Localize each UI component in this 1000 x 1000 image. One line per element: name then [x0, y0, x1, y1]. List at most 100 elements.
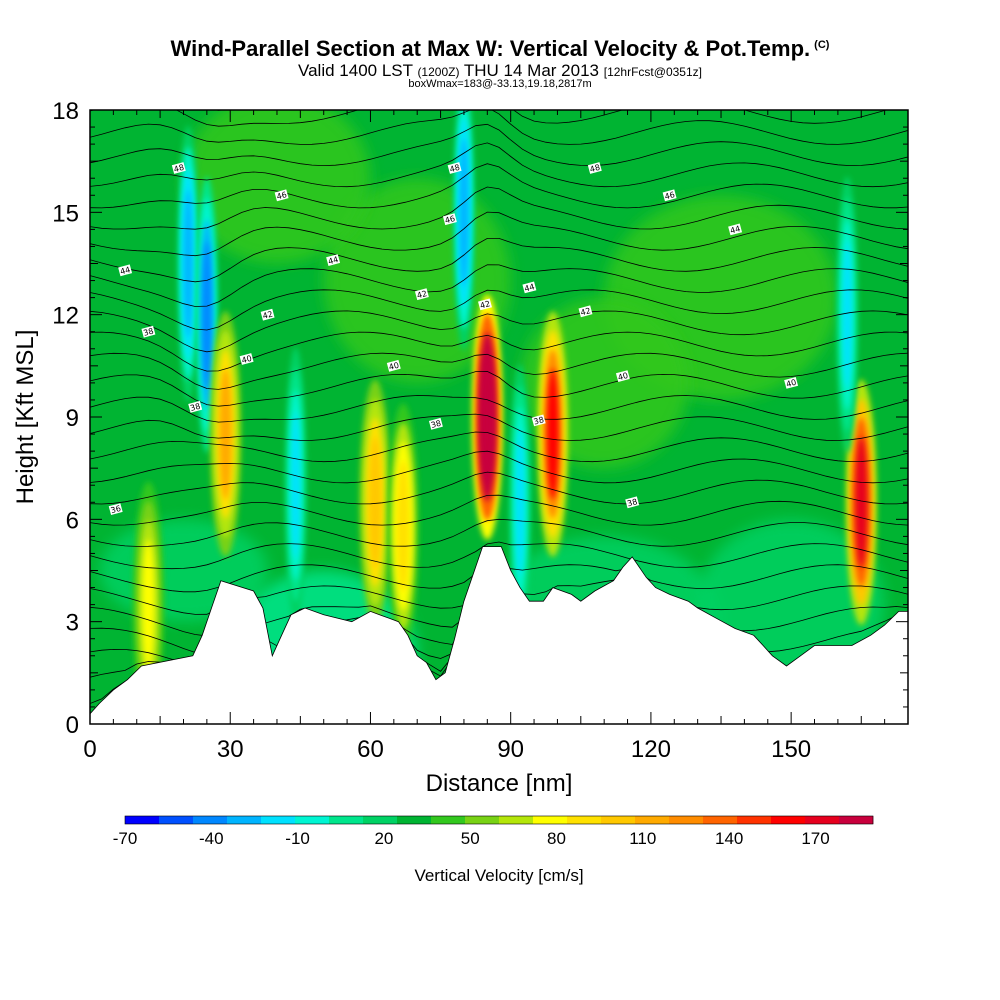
isentrope-label-bg — [728, 223, 743, 236]
colorbar-tick-label: 20 — [374, 829, 393, 848]
updraft-cell — [855, 436, 868, 568]
isentrope-label: 42 — [578, 305, 593, 318]
isentrope-line — [90, 518, 908, 547]
updraft-cell — [546, 368, 559, 500]
isentrope-label-text: 38 — [533, 415, 545, 426]
isentrope-label-bg — [784, 377, 799, 389]
isentrope-label: 40 — [615, 370, 630, 382]
y-tick-label: 18 — [52, 98, 79, 125]
isentrope-label-text: 44 — [523, 282, 535, 293]
terrain-fill — [90, 546, 908, 724]
isentrope-label: 38 — [428, 417, 443, 430]
isentrope-label: 48 — [587, 162, 602, 174]
isentrope-label: 46 — [274, 189, 289, 202]
isentrope-label: 40 — [386, 359, 401, 372]
isentrope-line — [90, 238, 908, 283]
updraft-cell — [481, 351, 494, 483]
isentrope-label-bg — [478, 298, 492, 311]
isentrope-label-bg — [578, 305, 593, 318]
isentrope-label: 38 — [141, 325, 156, 338]
isentrope-label: 40 — [239, 353, 254, 365]
isentrope-line — [90, 331, 908, 372]
downdraft-cell — [184, 189, 193, 338]
isentrope-label-text: 46 — [276, 190, 288, 201]
colorbar-tick-label: 170 — [801, 829, 829, 848]
isentrope-label-bg — [531, 414, 546, 427]
isentrope-line — [90, 310, 908, 353]
isentrope-label: 44 — [522, 281, 537, 294]
isentrope-label-text: 36 — [110, 504, 122, 515]
isentrope-label-bg — [522, 281, 537, 294]
colorbar-swatch — [431, 816, 466, 824]
isentrope-label-bg — [326, 254, 341, 266]
isentrope-label-bg — [386, 359, 401, 372]
isentrope-label-bg — [625, 496, 640, 509]
forecast-info: [12hrFcst@0351z] — [603, 65, 702, 79]
isentrope-label: 40 — [784, 377, 799, 389]
colorbar-swatch — [533, 816, 568, 824]
downdraft-cell — [291, 411, 300, 559]
colorbar-tick-label: -40 — [199, 829, 224, 848]
chart-title-text: Wind-Parallel Section at Max W: Vertical… — [170, 36, 811, 61]
isentrope-label: 46 — [442, 213, 457, 225]
terrain-outline — [90, 546, 908, 715]
colorbar: -70 -40 -10 20 50 80 110 140 170 Vertical Velocit… — [113, 815, 874, 885]
isentrope-line — [90, 211, 908, 257]
isentrope-line — [90, 494, 908, 526]
colorbar-swatch — [601, 816, 636, 824]
isentrope-label: 38 — [188, 400, 203, 413]
isentrope-line — [90, 395, 908, 423]
chart-title: Wind-Parallel Section at Max W: Vertical… — [0, 36, 1000, 62]
colorbar-frame — [124, 815, 874, 825]
valid-date: THU 14 Mar 2013 — [463, 61, 600, 80]
isentrope-label-bg — [188, 400, 203, 413]
isentrope-label-text: 44 — [729, 224, 741, 235]
isentrope-line — [90, 450, 908, 484]
isentrope-label: 42 — [260, 308, 275, 321]
colorbar-swatch — [193, 816, 228, 824]
colorbar-swatch — [635, 816, 670, 824]
copyright-mark: (C) — [814, 39, 830, 51]
isentrope-label-bg — [615, 370, 630, 382]
isentrope-label-bg — [108, 503, 123, 515]
x-tick-label: 150 — [771, 736, 811, 763]
y-tick-label: 0 — [66, 712, 79, 739]
isentrope-label: 48 — [171, 162, 186, 174]
isentrope-line — [90, 186, 908, 230]
isentrope-label-text: 40 — [785, 378, 797, 389]
isentrope-label-text: 42 — [479, 299, 491, 310]
downdraft-cell — [843, 240, 852, 389]
isentrope-line — [90, 370, 908, 407]
colorbar-label: Vertical Velocity [cm/s] — [414, 866, 583, 885]
isentrope-label-text: 38 — [626, 497, 638, 508]
x-tick-label: 90 — [497, 736, 524, 763]
isentrope-label-bg — [274, 189, 289, 202]
isentrope-line — [90, 110, 888, 127]
isentrope-label-text: 46 — [664, 190, 676, 201]
isentrope-label-text: 46 — [444, 214, 456, 225]
updraft-cell — [369, 436, 382, 568]
isentrope-line — [90, 471, 908, 505]
isentrope-label-text: 48 — [173, 163, 185, 174]
updraft-cell — [142, 539, 155, 671]
x-tick-label: 120 — [631, 736, 671, 763]
colorbar-swatch — [397, 816, 432, 824]
isentrope-line — [213, 110, 226, 111]
isentrope-label-text: 38 — [142, 327, 154, 338]
isentrope-line — [90, 289, 908, 331]
colorbar-swatch — [261, 816, 296, 824]
y-tick-label: 6 — [66, 507, 79, 534]
colorbar-swatch — [771, 816, 806, 824]
x-tick-label: 30 — [217, 736, 244, 763]
colorbar-swatch — [669, 816, 704, 824]
colorbar-tick-label: 140 — [715, 829, 743, 848]
isentrope-line — [90, 110, 908, 145]
isentrope-label-text: 40 — [388, 361, 400, 372]
isentrope-label-bg — [587, 162, 602, 174]
colorbar-swatch — [703, 816, 738, 824]
colorbar-swatch — [499, 816, 534, 824]
colorbar-swatch — [805, 816, 840, 824]
isentrope-label: 44 — [118, 264, 133, 276]
